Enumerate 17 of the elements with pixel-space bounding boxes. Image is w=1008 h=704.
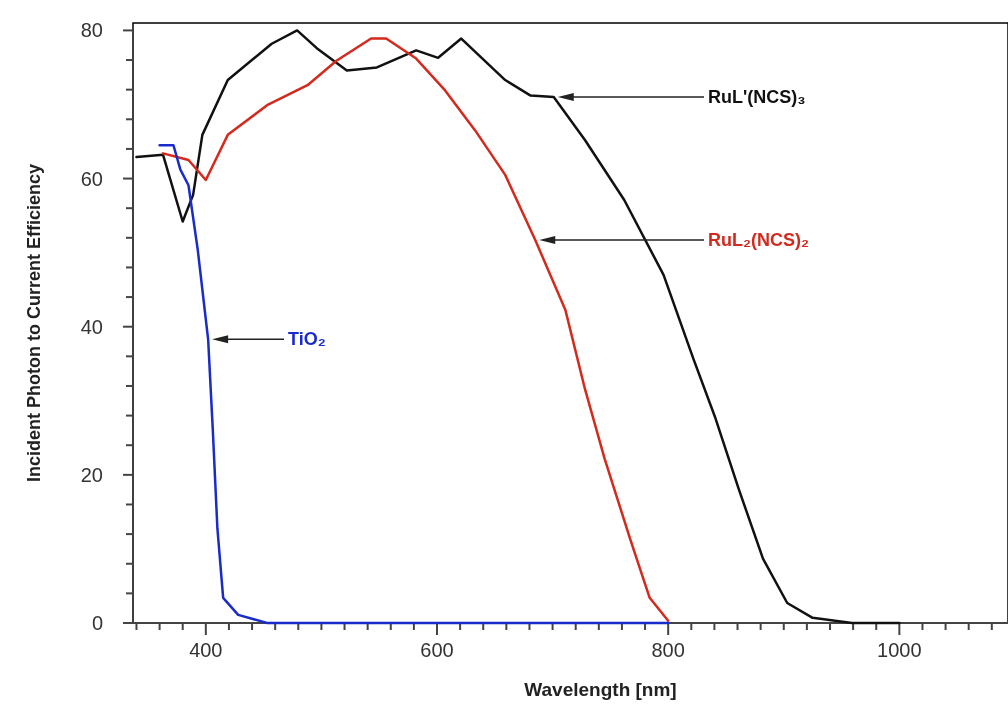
y-tick-label: 40 <box>80 315 103 338</box>
line-series <box>161 37 670 623</box>
x-tick-label: 1000 <box>877 639 922 661</box>
x-axis-title: Wavelength [nm] <box>524 679 677 700</box>
y-tick-label: 80 <box>80 19 103 42</box>
y-tick-label: 20 <box>80 463 103 486</box>
y-tick-label: 0 <box>91 612 103 634</box>
x-tick-label: 800 <box>651 639 685 661</box>
line-series <box>158 143 670 625</box>
text: RuL'(NCS)₃ <box>708 87 806 108</box>
text: RuL₂(NCS)₂ <box>708 230 809 251</box>
text: TiO₂ <box>288 329 326 350</box>
x-tick-label: 400 <box>189 639 223 661</box>
line-series <box>135 29 901 625</box>
y-tick-label: 60 <box>80 167 103 190</box>
x-tick-label: 600 <box>420 639 454 661</box>
y-axis-title: Incident Photon to Current Efficiency <box>24 163 44 483</box>
